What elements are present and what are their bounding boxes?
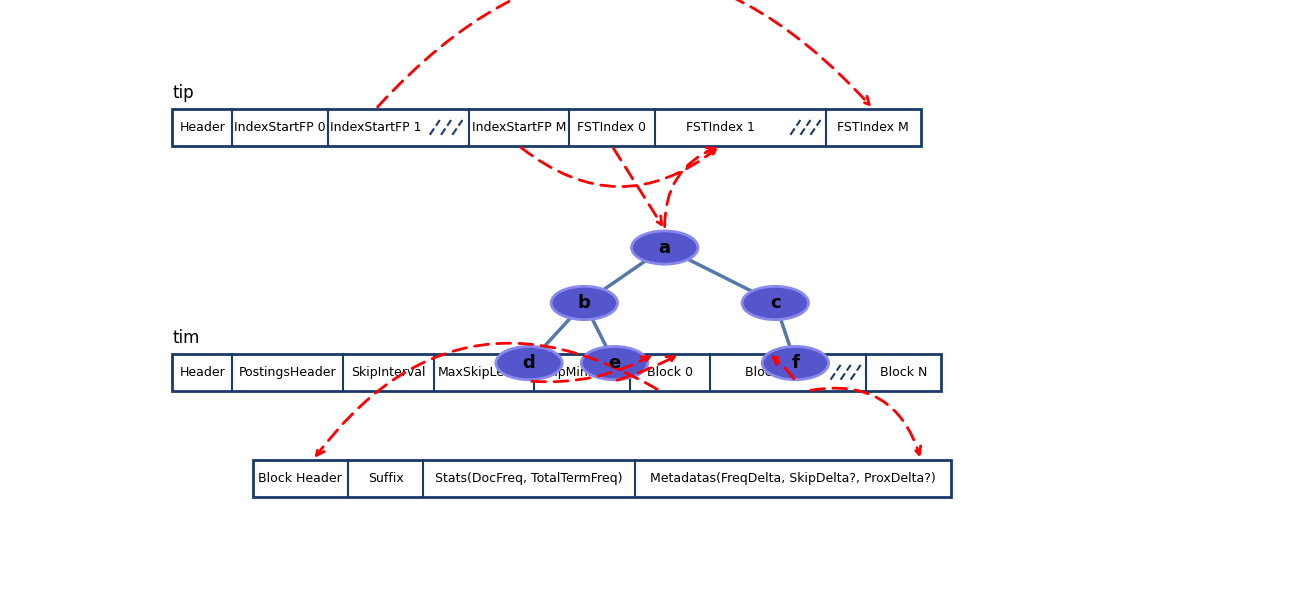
Text: FSTIndex 0: FSTIndex 0 <box>577 121 646 134</box>
Text: SkipInterval: SkipInterval <box>351 366 425 379</box>
FancyBboxPatch shape <box>173 109 921 146</box>
Text: d: d <box>523 354 536 372</box>
Text: IndexStartFP M: IndexStartFP M <box>472 121 567 134</box>
Ellipse shape <box>495 346 562 380</box>
FancyBboxPatch shape <box>253 460 951 497</box>
Text: Suffix: Suffix <box>368 472 403 485</box>
Text: FSTIndex M: FSTIndex M <box>838 121 909 134</box>
Text: FSTIndex 1: FSTIndex 1 <box>686 121 755 134</box>
Text: Block Header: Block Header <box>258 472 342 485</box>
Text: Block 1: Block 1 <box>744 366 791 379</box>
Text: IndexStartFP 0: IndexStartFP 0 <box>235 121 326 134</box>
Text: c: c <box>770 294 781 312</box>
Text: Header: Header <box>179 366 226 379</box>
Text: MaxSkipLevels: MaxSkipLevels <box>437 366 530 379</box>
Text: Block 0: Block 0 <box>647 366 693 379</box>
Text: tim: tim <box>173 329 200 347</box>
Ellipse shape <box>763 346 829 380</box>
Text: PostingsHeader: PostingsHeader <box>239 366 337 379</box>
Text: IndexStartFP 1: IndexStartFP 1 <box>329 121 422 134</box>
Text: SkipMinimum: SkipMinimum <box>540 366 624 379</box>
Text: f: f <box>791 354 799 372</box>
Text: Block N: Block N <box>879 366 927 379</box>
Ellipse shape <box>551 286 617 320</box>
Ellipse shape <box>581 346 647 380</box>
Text: Stats(DocFreq, TotalTermFreq): Stats(DocFreq, TotalTermFreq) <box>436 472 623 485</box>
Text: e: e <box>608 354 620 372</box>
Text: tip: tip <box>173 84 193 102</box>
FancyBboxPatch shape <box>173 354 942 391</box>
Text: b: b <box>578 294 590 312</box>
Text: Header: Header <box>179 121 226 134</box>
Text: Metadatas(FreqDelta, SkipDelta?, ProxDelta?): Metadatas(FreqDelta, SkipDelta?, ProxDel… <box>650 472 935 485</box>
Ellipse shape <box>632 231 698 264</box>
Text: a: a <box>659 239 671 257</box>
Ellipse shape <box>742 286 808 320</box>
